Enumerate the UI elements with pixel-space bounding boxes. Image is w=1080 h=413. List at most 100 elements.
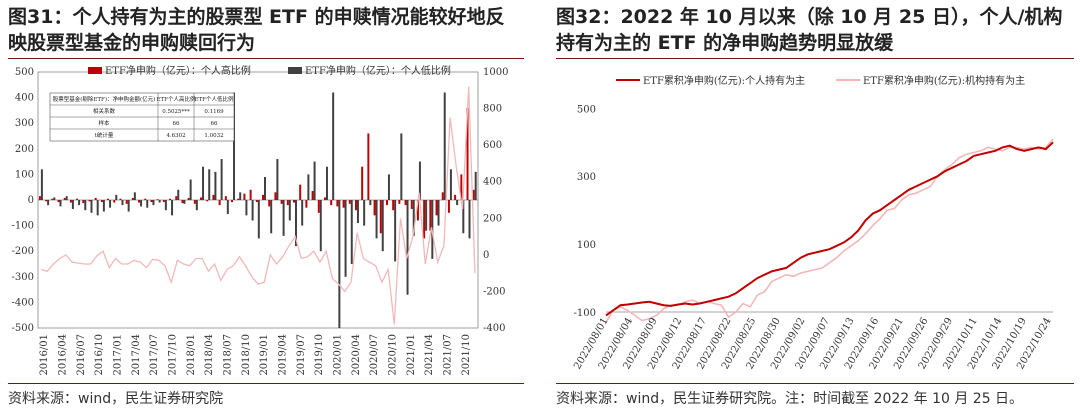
bar-high-ratio [274,192,277,200]
legend-label-institution: ETF累积净申购(亿元):机构持有为主 [863,74,1025,87]
title-rule [8,58,524,59]
bar-low-ratio [276,159,279,200]
x-tick-label: 2021/04 [424,334,435,376]
bar-low-ratio [96,200,99,216]
bar-high-ratio [144,198,147,200]
panel-figure-31: 图31：个人持有为主的股票型 ETF 的申赎情况能较好地反映股票型基金的申购赎回… [0,0,530,413]
x-tick-label: 2019/10 [314,334,325,376]
x-tick-label: 2021/10 [461,334,472,376]
bar-high-ratio [82,200,85,204]
bar-low-ratio [65,196,68,200]
bar-high-ratio [231,200,234,203]
bar-low-ratio [78,200,81,206]
bar-chart-fig31: -500 -400 -300 -200 -100 0 100 200 300 400 500 -400… [12,64,509,376]
bar-high-ratio [175,196,178,200]
bar-high-ratio [379,200,382,234]
bar-high-ratio [69,200,72,203]
source-rule [556,383,1074,384]
inset-table-cell: 1.0032 [204,133,223,139]
y-right-tick-label: 0 [483,250,489,261]
x-tick-label: 2019/04 [278,334,289,376]
bar-low-ratio [350,200,353,264]
bar-low-ratio [381,200,384,252]
bar-high-ratio [218,200,221,206]
x-tick-label: 2021/07 [443,334,454,376]
bar-low-ratio [443,92,446,200]
bar-high-ratio [348,200,351,204]
bar-low-ratio [239,192,242,200]
inset-table-header: ETF个人高比例 [157,95,196,103]
y-left-tick-label: 400 [15,93,34,104]
bar-high-ratio [367,133,370,200]
bar-low-ratio [233,92,236,200]
line-chart-fig32: -1001003005002022/08/012022/08/042022/08… [572,74,1054,371]
bar-low-ratio [332,92,335,200]
inset-table-cell: 相关系数 [93,107,116,115]
bar-low-ratio [319,200,322,252]
bar-low-ratio [214,171,217,200]
x-tick-label: 2020/04 [351,334,362,376]
bar-high-ratio [156,199,159,200]
bar-high-ratio [45,200,48,202]
bar-low-ratio [251,200,254,221]
bar-high-ratio [454,194,457,200]
bar-low-ratio [356,200,359,224]
bar-low-ratio [400,133,403,200]
source-rule [8,383,524,384]
x-tick-label: 2018/10 [241,334,252,376]
inset-table-cell: 0.1169 [204,109,224,115]
bar-low-ratio [202,166,205,200]
bar-low-ratio [71,200,74,209]
bar-high-ratio [280,200,283,204]
bar-low-ratio [245,200,248,216]
panel-figure-32: 图32：2022 年 10 月以来（除 10 月 25 日），个人/机构持有为主… [548,0,1080,413]
bar-high-ratio [249,189,252,200]
y-right-tick-label: -200 [483,286,505,297]
bar-high-ratio [472,189,475,200]
bar-low-ratio [257,200,260,239]
inset-table-cell: t统计量 [95,131,114,139]
bar-low-ratio [313,161,316,200]
x-tick-label: 2018/04 [204,334,215,376]
y-left-tick-label: -100 [12,221,34,232]
bar-low-ratio [171,200,174,216]
bar-high-ratio [268,200,271,207]
inset-table-cell: 66 [173,121,180,127]
bar-low-ratio [412,200,415,236]
bar-high-ratio [51,198,54,200]
inset-table-cell: 样本 [98,119,110,127]
bar-low-ratio [394,200,397,262]
bar-low-ratio [121,200,124,206]
bar-low-ratio [152,200,155,206]
bar-low-ratio [282,200,285,236]
y-tick-label: 100 [577,240,596,251]
bar-high-ratio [423,200,426,239]
bar-high-ratio [441,192,444,200]
bar-high-ratio [113,200,116,203]
x-tick-label: 2017/04 [131,334,142,376]
bar-low-ratio [158,200,161,203]
bar-high-ratio [361,166,364,200]
bar-high-ratio [416,200,419,221]
bar-high-ratio [63,197,66,200]
bar-low-ratio [264,176,266,200]
x-tick-label: 2019/07 [296,334,307,376]
inset-table-cell: 0.5025*** [162,109,190,115]
x-tick-label: 2020/01 [333,334,344,376]
bar-high-ratio [38,196,41,200]
bar-low-ratio [425,200,428,231]
bar-high-ratio [107,198,110,200]
y-left-tick-label: -500 [12,323,34,334]
x-tick-label: 2017/07 [149,334,160,376]
y-right-tick-label: -400 [483,323,505,334]
x-tick-label: 2019/01 [259,334,270,376]
bar-high-ratio [212,194,215,200]
x-tick-label: 2016/04 [58,334,69,376]
y-right-tick-label: 800 [483,104,502,115]
bar-high-ratio [392,200,395,211]
bar-low-ratio [90,200,93,213]
bar-low-ratio [195,200,198,211]
chart-title-fig32: 图32：2022 年 10 月以来（除 10 月 25 日），个人/机构持有为主… [556,6,1063,54]
inset-table-header: ETF个人低比例 [195,95,234,103]
bar-high-ratio [237,198,240,200]
